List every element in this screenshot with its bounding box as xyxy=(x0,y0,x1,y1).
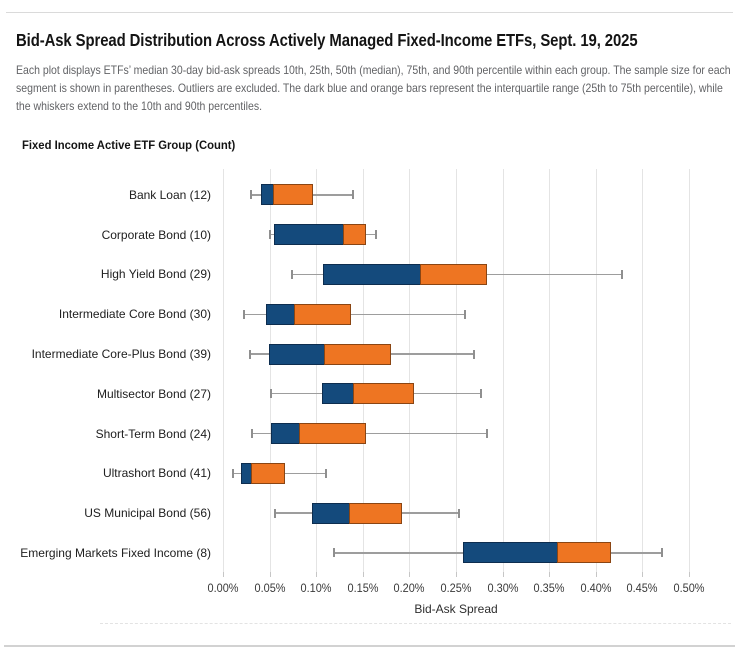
whisker-cap-high xyxy=(464,309,467,319)
x-axis-tick xyxy=(642,572,644,577)
whisker xyxy=(244,313,466,315)
whisker-cap-low xyxy=(274,508,277,518)
iqr-box-50-75 xyxy=(343,224,366,246)
whisker-cap-low xyxy=(270,389,273,399)
chart-title: Bid-Ask Spread Distribution Across Activ… xyxy=(16,30,638,50)
whisker-cap-low xyxy=(232,468,235,478)
category-label: US Municipal Bond (56) xyxy=(84,506,211,521)
category-label: Bank Loan (12) xyxy=(128,187,211,202)
iqr-box-50-75 xyxy=(348,502,402,524)
cropped-content-dots xyxy=(100,623,731,624)
category-label: Intermediate Core-Plus Bond (39) xyxy=(31,347,211,361)
category-label: Corporate Bond (10) xyxy=(101,227,211,242)
x-tick-label: 0.50% xyxy=(673,583,705,595)
iqr-box-25-50 xyxy=(265,303,296,325)
x-tick-label: 0.30% xyxy=(487,583,519,595)
category-label: Multisector Bond (27) xyxy=(96,386,211,401)
group-axis-label: Fixed Income Active ETF Group (Count) xyxy=(22,138,236,152)
whisker-cap-high xyxy=(485,429,488,439)
iqr-box-50-75 xyxy=(353,383,415,405)
gridline xyxy=(223,169,224,572)
iqr-box-50-75 xyxy=(419,263,487,285)
whisker xyxy=(251,432,487,435)
top-divider xyxy=(6,12,733,13)
x-tick-label: 0.10% xyxy=(300,583,332,595)
gridline xyxy=(316,169,318,572)
whisker-cap-low xyxy=(268,230,271,240)
iqr-box-25-50 xyxy=(271,423,302,445)
whisker-cap-low xyxy=(290,269,293,279)
x-axis-tick xyxy=(269,572,271,577)
category-label: Short-Term Bond (24) xyxy=(95,426,211,441)
whisker-cap-low xyxy=(250,429,253,439)
x-axis-tick xyxy=(456,572,457,577)
gridline xyxy=(595,169,597,572)
iqr-box-50-75 xyxy=(556,542,611,564)
whisker-cap-low xyxy=(332,548,335,558)
gridline xyxy=(456,169,457,572)
x-axis-tick xyxy=(502,572,504,577)
x-axis-tick xyxy=(689,572,690,577)
category-label: High Yield Bond (29) xyxy=(100,267,211,282)
category-label: Intermediate Core Bond (30) xyxy=(58,307,211,322)
bottom-divider xyxy=(4,645,735,647)
iqr-box-25-50 xyxy=(274,224,346,246)
iqr-box-25-50 xyxy=(463,542,559,564)
whisker-cap-high xyxy=(480,389,483,399)
whisker-cap-low xyxy=(243,309,246,319)
iqr-box-50-75 xyxy=(323,343,391,365)
x-tick-label: 0.35% xyxy=(533,583,565,595)
iqr-box-25-50 xyxy=(311,502,351,524)
gridline xyxy=(642,169,644,572)
gridline xyxy=(409,169,411,572)
iqr-box-50-75 xyxy=(299,423,366,445)
whisker-cap-high xyxy=(472,349,475,359)
x-tick-label: 0.05% xyxy=(254,583,286,595)
x-tick-label: 0.00% xyxy=(207,583,239,595)
whisker-cap-low xyxy=(249,190,252,200)
x-axis-tick xyxy=(223,572,224,577)
iqr-box-25-50 xyxy=(322,263,422,285)
x-tick-label: 0.40% xyxy=(580,583,612,595)
chart-subtitle: Each plot displays ETFs’ median 30-day b… xyxy=(16,63,731,113)
x-tick-label: 0.15% xyxy=(347,583,379,595)
whisker-cap-high xyxy=(620,269,623,279)
whisker-cap-high xyxy=(352,190,355,200)
iqr-box-25-50 xyxy=(268,343,326,365)
whisker-cap-high xyxy=(457,508,460,518)
x-axis-tick xyxy=(549,572,551,577)
category-label: Emerging Markets Fixed Income (8) xyxy=(20,545,211,560)
iqr-box-50-75 xyxy=(250,462,285,484)
whisker-cap-high xyxy=(660,548,663,558)
iqr-box-25-50 xyxy=(321,383,356,405)
gridline xyxy=(502,169,504,572)
x-axis-tick xyxy=(362,572,364,577)
x-tick-label: 0.45% xyxy=(626,583,658,595)
gridline xyxy=(689,169,690,572)
whisker-cap-high xyxy=(374,230,377,240)
gridline xyxy=(549,169,551,572)
x-tick-label: 0.25% xyxy=(440,583,472,595)
x-axis-tick xyxy=(595,572,597,577)
x-tick-label: 0.20% xyxy=(393,583,425,595)
iqr-box-50-75 xyxy=(273,184,314,206)
x-axis-tick xyxy=(409,572,411,577)
whisker-cap-high xyxy=(324,468,327,478)
x-axis-title: Bid-Ask Spread xyxy=(414,602,498,616)
x-axis-tick xyxy=(316,572,318,577)
category-label: Ultrashort Bond (41) xyxy=(102,466,211,481)
iqr-box-50-75 xyxy=(293,303,351,325)
gridline xyxy=(362,169,364,572)
whisker-cap-low xyxy=(249,349,252,359)
gridline xyxy=(269,169,271,572)
